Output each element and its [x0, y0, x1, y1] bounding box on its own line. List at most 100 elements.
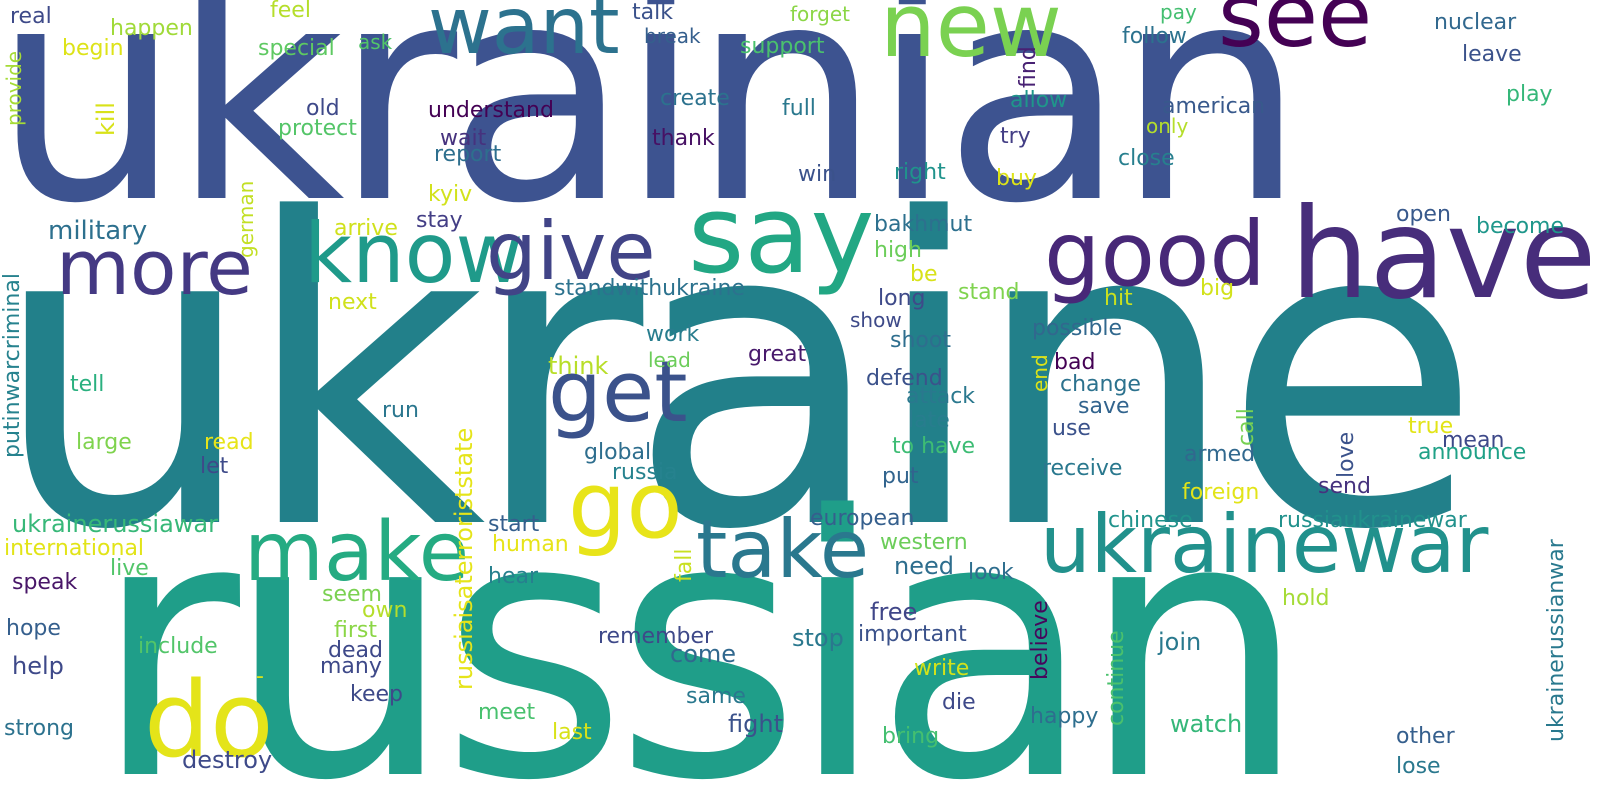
- word-wait: wait: [440, 126, 487, 151]
- word-speak: speak: [12, 570, 78, 595]
- word-lead: lead: [648, 348, 691, 372]
- word-look: look: [968, 560, 1014, 585]
- word-love: love: [1334, 431, 1359, 478]
- word-talk: talk: [632, 0, 673, 25]
- word-free: free: [870, 598, 918, 626]
- word-more: more: [56, 223, 253, 312]
- word-bring: bring: [882, 724, 940, 749]
- word-get: get: [548, 343, 688, 442]
- word-global: global: [584, 440, 652, 465]
- word-save: save: [1078, 394, 1130, 419]
- word-support: support: [740, 34, 825, 59]
- word-foreign: foreign: [1182, 480, 1260, 505]
- word-russiaisaterroriststate: russiaisaterroriststate: [450, 427, 478, 690]
- word-call: call: [1234, 408, 1259, 446]
- word-want: want: [428, 0, 620, 72]
- word-ukraine: ukraine: [0, 130, 1482, 622]
- word-live: live: [110, 556, 149, 581]
- word-report: report: [434, 142, 502, 167]
- word-attack: attack: [906, 384, 976, 409]
- word-hear: hear: [488, 564, 539, 589]
- word-shoot: shoot: [890, 328, 951, 353]
- word-human: human: [492, 532, 569, 557]
- word-see: see: [1218, 0, 1373, 67]
- word-break: break: [644, 24, 701, 48]
- word-feel: feel: [270, 0, 311, 23]
- word-provide: provide: [2, 50, 26, 126]
- word-old: old: [306, 96, 340, 121]
- word-begin: begin: [62, 36, 124, 61]
- word-hope: hope: [6, 616, 61, 641]
- word-continue: continue: [1104, 630, 1129, 726]
- word-find: find: [1016, 46, 1041, 88]
- word-right: right: [894, 160, 946, 185]
- word-die: die: [942, 690, 976, 715]
- word-run: run: [382, 398, 419, 423]
- word-keep: keep: [350, 682, 403, 707]
- word-let: let: [200, 454, 229, 479]
- word-special: special: [258, 36, 335, 61]
- word-military: military: [48, 216, 148, 246]
- word-ukrainewar: ukrainewar: [1040, 498, 1489, 591]
- word-send: send: [1318, 474, 1371, 499]
- word-russian: russian: [92, 440, 1308, 800]
- word-announce: announce: [1418, 440, 1527, 465]
- word-take: take: [696, 503, 870, 596]
- word-chinese: chinese: [1108, 508, 1193, 533]
- word-show: show: [850, 308, 902, 332]
- word-american: american: [1162, 94, 1266, 119]
- word-putinwarcriminal: putinwarcriminal: [0, 273, 25, 458]
- word-late: late: [908, 408, 950, 433]
- word-protect: protect: [278, 116, 357, 141]
- word-seem: seem: [322, 582, 382, 607]
- word-defend: defend: [866, 366, 943, 391]
- word-stop: stop: [792, 624, 844, 652]
- word-join: join: [1158, 628, 1202, 656]
- word-open: open: [1396, 202, 1451, 227]
- word-other: other: [1396, 724, 1455, 749]
- word-happy: happy: [1030, 704, 1099, 729]
- word-know: know: [304, 205, 524, 302]
- word-watch: watch: [1170, 710, 1243, 738]
- word-fall: fall: [672, 548, 697, 582]
- word-give: give: [486, 205, 656, 298]
- word-large: large: [76, 430, 132, 455]
- word-real: real: [10, 4, 52, 29]
- word-armed: armed: [1184, 442, 1256, 467]
- word-buy: buy: [996, 166, 1037, 191]
- word-western: western: [880, 530, 968, 555]
- word-big: big: [1200, 276, 1235, 301]
- word-play: play: [1506, 82, 1553, 107]
- word-ask: ask: [358, 30, 393, 54]
- word-write: write: [914, 656, 970, 681]
- word-have: have: [1290, 182, 1597, 327]
- word-make: make: [244, 505, 470, 600]
- word-come: come: [670, 640, 737, 668]
- word-pay: pay: [1160, 0, 1197, 24]
- word-long: long: [878, 286, 926, 311]
- word-create: create: [660, 86, 730, 111]
- word-hit: hit: [1104, 286, 1133, 311]
- word-read: read: [204, 430, 254, 455]
- word-say: say: [688, 173, 875, 298]
- word-dash: -: [256, 664, 264, 689]
- word-ukrainerussianwar: ukrainerussianwar: [1544, 539, 1569, 742]
- word-try: try: [1000, 124, 1031, 149]
- word-receive: receive: [1042, 456, 1123, 481]
- word-put: put: [882, 464, 919, 489]
- word-great: great: [748, 342, 807, 367]
- word-start: start: [488, 512, 540, 537]
- word-russia: russia: [612, 460, 678, 485]
- word-believe: believe: [1028, 600, 1053, 680]
- word-use: use: [1052, 416, 1091, 441]
- word-possible: possible: [1032, 316, 1123, 341]
- word-think: think: [548, 352, 609, 380]
- word-strong: strong: [4, 716, 75, 741]
- word-own: own: [362, 598, 408, 623]
- word-mean: mean: [1442, 428, 1505, 453]
- word-end: end: [1028, 354, 1052, 392]
- word-next: next: [328, 290, 377, 315]
- word-change: change: [1060, 372, 1141, 397]
- word-stay: stay: [416, 208, 463, 233]
